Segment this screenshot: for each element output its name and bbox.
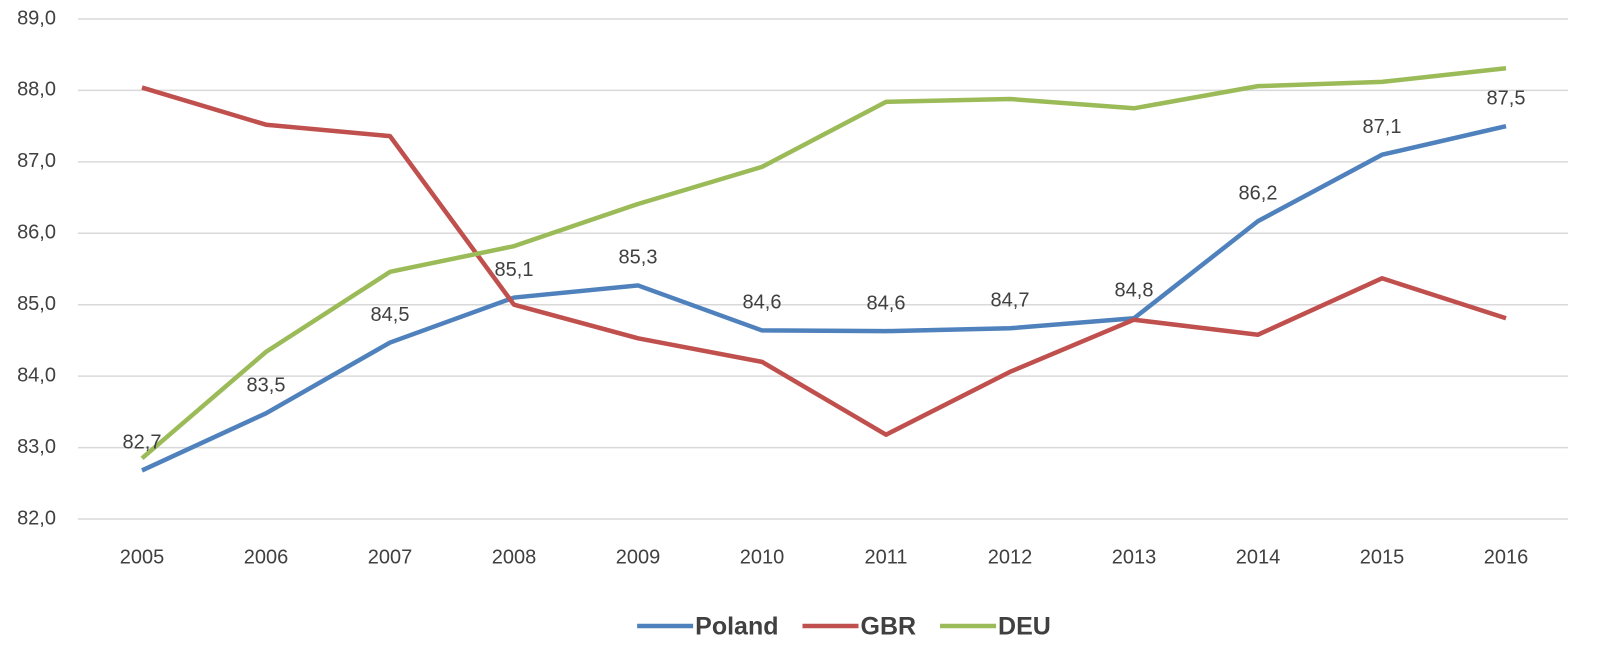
y-tick-label: 87,0 [17, 150, 56, 172]
series-line [141, 85, 1507, 437]
legend-item: GBR [802, 613, 916, 641]
data-label: 83,5 [247, 375, 286, 397]
y-tick-label: 85,0 [17, 293, 56, 315]
series-line [140, 66, 1507, 460]
x-tick-label: 2012 [988, 546, 1033, 568]
legend-item: DEU [940, 613, 1051, 641]
data-label: 84,5 [371, 304, 410, 326]
x-tick-label: 2009 [616, 546, 661, 568]
x-tick-label: 2014 [1236, 546, 1281, 568]
x-tick-label: 2011 [864, 546, 907, 568]
x-tick-label: 2006 [244, 546, 289, 568]
data-label: 84,7 [991, 290, 1030, 312]
y-tick-label: 86,0 [17, 222, 56, 244]
series-line [141, 123, 1507, 473]
legend-item: Poland [637, 613, 778, 641]
x-tick-label: 2005 [120, 546, 165, 568]
data-label: 85,3 [619, 247, 658, 269]
x-tick-label: 2016 [1484, 546, 1529, 568]
y-tick-label: 83,0 [17, 436, 56, 458]
x-tick-label: 2013 [1112, 546, 1157, 568]
data-label: 87,5 [1487, 87, 1526, 109]
y-tick-label: 82,0 [17, 507, 56, 529]
data-label: 84,6 [867, 292, 906, 314]
x-tick-label: 2008 [492, 546, 537, 568]
x-tick-label: 2015 [1360, 546, 1405, 568]
data-label: 85,1 [495, 259, 534, 281]
legend-label: Poland [695, 613, 778, 641]
y-tick-label: 84,0 [17, 364, 56, 386]
data-label: 87,1 [1363, 116, 1402, 138]
data-label: 86,2 [1239, 182, 1278, 204]
data-label: 84,6 [743, 292, 782, 314]
data-label: 84,8 [1115, 280, 1154, 302]
x-tick-label: 2007 [368, 546, 413, 568]
legend-label: GBR [860, 613, 916, 641]
data-label: 82,7 [123, 432, 162, 454]
legend-label: DEU [998, 613, 1051, 641]
y-tick-label: 89,0 [17, 7, 56, 29]
y-tick-label: 88,0 [17, 79, 56, 101]
x-tick-label: 2010 [740, 546, 785, 568]
